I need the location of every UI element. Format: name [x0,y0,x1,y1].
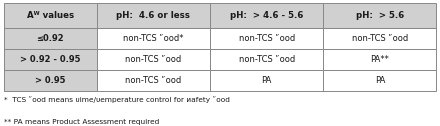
Text: ** PA means Product Assessment required: ** PA means Product Assessment required [4,119,159,125]
Bar [210,49,323,70]
Text: non-TCS ῎ood: non-TCS ῎ood [352,34,408,43]
Text: PA: PA [375,76,385,85]
Bar [97,49,210,70]
Bar [97,3,210,28]
Text: non-TCS ῎ood: non-TCS ῎ood [238,34,295,43]
Text: pH:  > 5.6: pH: > 5.6 [356,11,404,20]
Bar [4,3,97,28]
Text: pH:  > 4.6 - 5.6: pH: > 4.6 - 5.6 [230,11,304,20]
Bar [210,70,323,91]
Text: non-TCS ῎ood: non-TCS ῎ood [125,55,181,64]
Bar [4,70,97,91]
Bar [97,28,210,49]
Text: ≤0.92: ≤0.92 [36,34,64,43]
Bar [4,28,97,49]
Text: non-TCS ῎ood*: non-TCS ῎ood* [123,34,183,43]
Bar [323,49,436,70]
Bar [4,49,97,70]
Bar [210,28,323,49]
Bar [323,3,436,28]
Bar [210,3,323,28]
Text: PA: PA [261,76,272,85]
Text: *  TCS ῎ood means ᴜime/ᴜemperature ᴄontrol for ᴎafety ῎ood: * TCS ῎ood means ᴜime/ᴜemperature ᴄontro… [4,96,229,103]
Text: Aᵂ values: Aᵂ values [26,11,73,20]
Bar [323,70,436,91]
Text: non-TCS ῎ood: non-TCS ῎ood [238,55,295,64]
Text: PA**: PA** [370,55,389,64]
Text: non-TCS ῎ood: non-TCS ῎ood [125,76,181,85]
Text: > 0.95: > 0.95 [35,76,65,85]
Bar [97,70,210,91]
Text: pH:  4.6 or less: pH: 4.6 or less [117,11,190,20]
Bar [323,28,436,49]
Text: > 0.92 - 0.95: > 0.92 - 0.95 [20,55,81,64]
